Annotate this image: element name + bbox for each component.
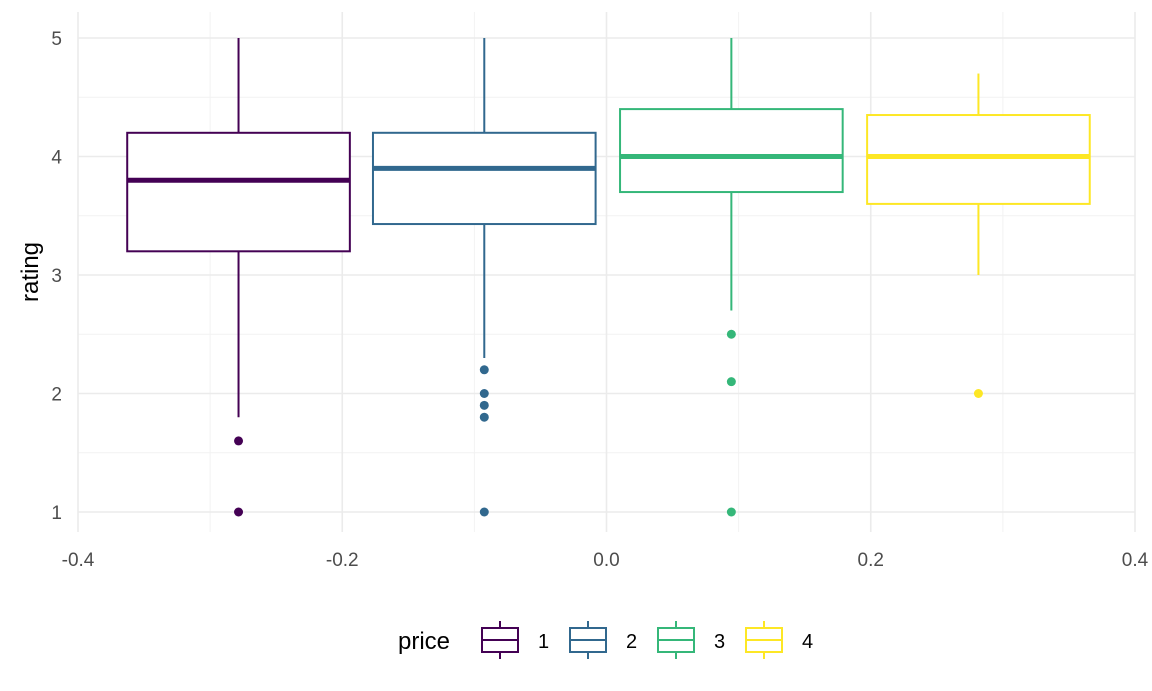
x-tick-label: 0.2 bbox=[858, 550, 884, 571]
box-iqr bbox=[371, 131, 597, 226]
box-series-3 bbox=[619, 38, 844, 517]
x-axis-tick-labels: -0.4 -0.2 0.0 0.2 0.4 bbox=[62, 550, 1149, 571]
box-series-1 bbox=[126, 38, 351, 517]
y-tick-label: 1 bbox=[51, 503, 62, 524]
y-tick-label: 4 bbox=[51, 148, 62, 169]
outlier-point bbox=[479, 412, 489, 422]
legend-label-1: 1 bbox=[538, 631, 549, 653]
x-tick-label: -0.2 bbox=[326, 550, 359, 571]
major-gridlines bbox=[77, 12, 1136, 532]
box-series bbox=[126, 38, 1091, 517]
outlier-point bbox=[479, 389, 489, 398]
outlier-point bbox=[726, 329, 736, 339]
y-tick-label: 5 bbox=[51, 29, 62, 50]
box-iqr bbox=[619, 108, 844, 194]
y-axis-tick-labels: 1 2 3 4 5 bbox=[51, 29, 62, 524]
legend: price 1 2 3 4 bbox=[398, 621, 813, 659]
outlier-point bbox=[234, 436, 244, 446]
y-axis-title: rating bbox=[17, 242, 44, 302]
y-tick-label: 2 bbox=[51, 385, 62, 406]
outlier-point bbox=[726, 507, 736, 517]
outlier-point bbox=[479, 400, 489, 410]
x-tick-label: -0.4 bbox=[62, 550, 95, 571]
y-tick-label: 3 bbox=[51, 266, 62, 287]
outlier-point bbox=[479, 365, 489, 375]
legend-key-4 bbox=[745, 621, 783, 659]
legend-label-4: 4 bbox=[802, 631, 813, 653]
legend-label-2: 2 bbox=[626, 631, 637, 653]
x-tick-label: 0.4 bbox=[1122, 550, 1149, 571]
box-iqr bbox=[126, 131, 351, 253]
x-tick-label: 0.0 bbox=[593, 550, 619, 571]
legend-key-1 bbox=[481, 621, 519, 659]
outlier-point bbox=[234, 507, 244, 517]
outlier-point bbox=[479, 507, 489, 517]
legend-title: price bbox=[398, 628, 450, 655]
legend-key-2 bbox=[569, 621, 607, 659]
outlier-point bbox=[973, 389, 983, 398]
outlier-point bbox=[726, 377, 736, 387]
legend-label-3: 3 bbox=[714, 631, 725, 653]
legend-key-3 bbox=[657, 621, 695, 659]
box-series-2 bbox=[371, 38, 597, 517]
box-series-4 bbox=[866, 73, 1091, 398]
box-iqr bbox=[866, 114, 1091, 205]
